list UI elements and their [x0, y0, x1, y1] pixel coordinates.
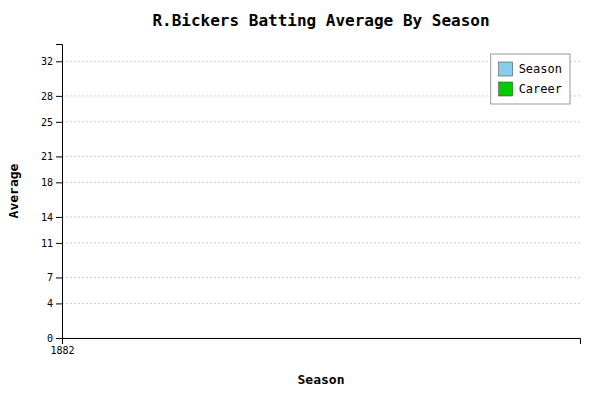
title: R.Bickers Batting Average By Season	[152, 11, 489, 30]
y-tick-label: 7	[47, 272, 53, 283]
y-tick-mark	[56, 96, 62, 97]
y-tick-mark	[56, 156, 62, 157]
x-tick: 1882	[50, 338, 74, 356]
y-tick: 28	[41, 91, 62, 102]
grid-line	[62, 216, 580, 217]
y-axis-title: Average	[6, 163, 21, 218]
y-tick: 11	[41, 238, 62, 249]
y-tick-label: 21	[41, 151, 53, 162]
y-tick: 25	[41, 117, 62, 128]
y-tick: 0	[47, 333, 62, 344]
y-tick-label: 28	[41, 91, 53, 102]
legend-item: Career	[499, 82, 562, 96]
chart: 18820 4 7 11 14 18 21 25 28 32 Season Career R.Bicke…	[0, 0, 600, 400]
y-tick: 14	[41, 212, 62, 223]
legend-item: Season	[499, 62, 562, 76]
y-tick-mark	[56, 277, 62, 278]
y-tick-label: 14	[41, 212, 53, 223]
x-axis-line	[63, 339, 581, 345]
grid-line	[62, 303, 580, 304]
y-tick-mark	[56, 338, 62, 339]
y-axis-line	[56, 45, 63, 339]
y-tick-label: 25	[41, 117, 53, 128]
plot-area: 18820 4 7 11 14 18 21 25 28 32 Season Career	[41, 45, 581, 357]
y-tick-mark	[56, 217, 62, 218]
y-tick-label: 11	[41, 238, 53, 249]
grid-line	[62, 277, 580, 278]
x-axis: 1882	[50, 338, 580, 356]
legend-box	[491, 54, 570, 104]
y-tick-label: 0	[47, 333, 53, 344]
y-tick: 7	[47, 272, 62, 283]
x-axis-title: Season	[298, 372, 345, 387]
legend-swatch	[499, 62, 513, 76]
y-axis: 0 4 7 11 14 18 21 25 28 32	[41, 45, 63, 344]
y-tick-mark	[56, 182, 62, 183]
y-tick-label: 32	[41, 56, 53, 67]
y-tick: 18	[41, 177, 62, 188]
y-tick-mark	[56, 122, 62, 123]
y-tick: 4	[47, 298, 62, 309]
y-tick-mark	[56, 243, 62, 244]
y-tick: 32	[41, 56, 62, 67]
grid-line	[62, 242, 580, 243]
y-tick-mark	[56, 303, 62, 304]
y-tick-mark	[56, 61, 62, 62]
legend: Season Career	[491, 54, 570, 104]
legend-swatch	[499, 82, 513, 96]
grid-line	[62, 156, 580, 157]
x-tick-label: 1882	[50, 345, 74, 356]
y-tick-label: 4	[47, 298, 53, 309]
legend-label: Career	[519, 82, 562, 96]
grid-line	[62, 121, 580, 122]
legend-label: Season	[519, 62, 562, 76]
grid-line	[62, 182, 580, 183]
y-tick-label: 18	[41, 177, 53, 188]
y-tick: 21	[41, 151, 62, 162]
